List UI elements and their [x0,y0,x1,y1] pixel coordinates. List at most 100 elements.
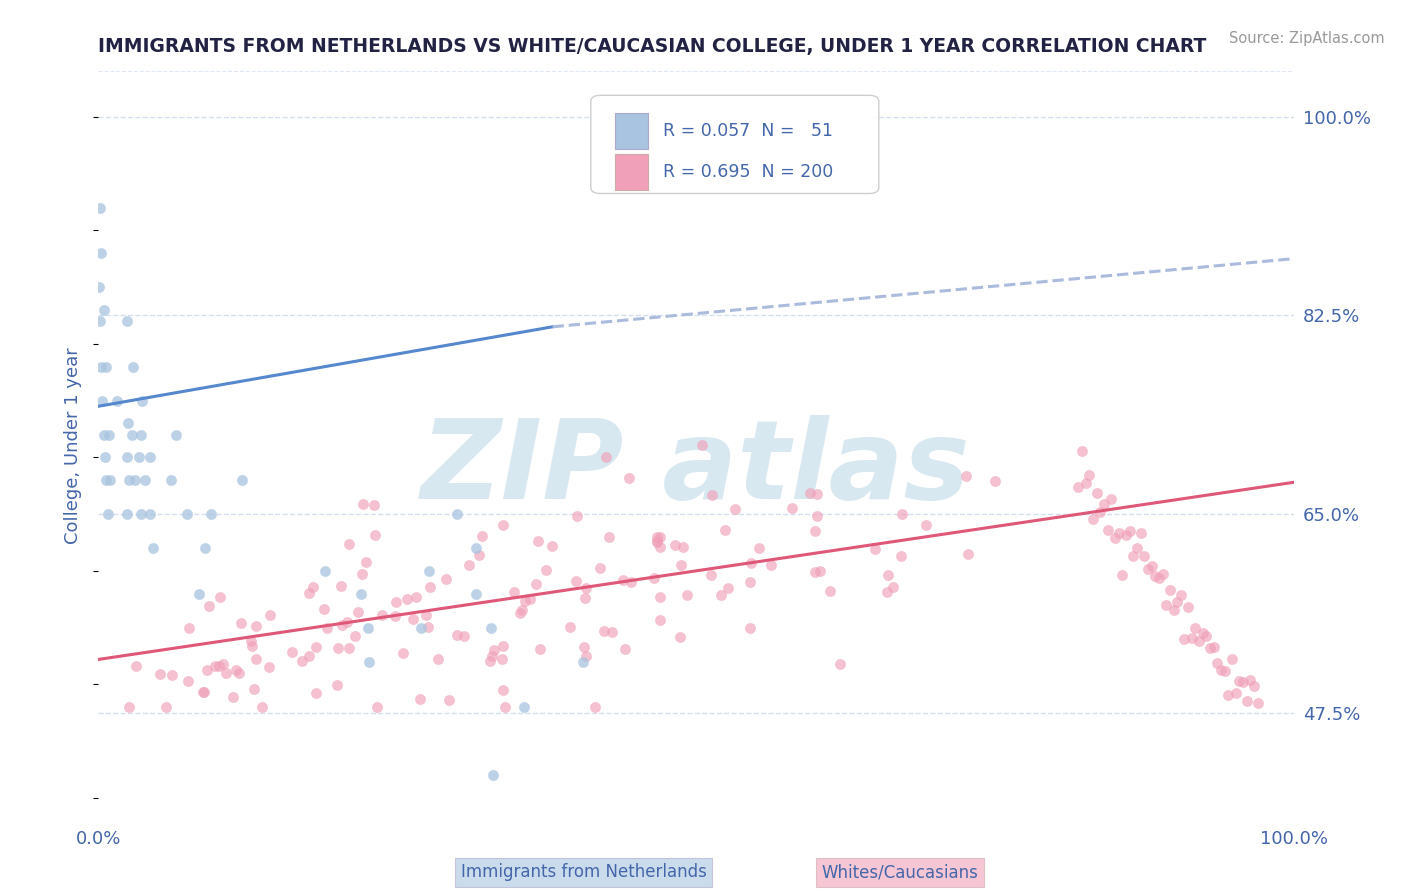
Point [782,500,804,515]
Point [468,548,491,562]
Point [336,615,359,629]
Point [316,620,339,634]
Point [250,700,273,714]
Point [159,473,181,487]
Point [560,619,582,633]
Point [1239,673,1261,687]
Point [352,497,374,511]
Point [863,541,886,556]
Point [124,473,146,487]
Point [613,642,636,657]
Bar [614,153,648,190]
Point [385,595,408,609]
Point [1191,626,1213,640]
Point [305,685,328,699]
Point [571,655,593,669]
Text: IMMIGRANTS FROM NETHERLANDS VS WHITE/CAUCASIAN COLLEGE, UNDER 1 YEAR CORRELATION: IMMIGRANTS FROM NETHERLANDS VS WHITE/CAU… [98,37,1206,56]
Point [98,473,121,487]
Point [479,621,502,635]
Point [437,693,460,707]
Point [122,359,145,374]
Point [589,561,612,575]
Point [242,640,264,654]
Point [337,641,360,656]
Point [401,612,423,626]
Point [484,643,506,657]
Point [513,700,536,714]
Point [481,768,505,782]
Point [491,652,513,666]
Point [1227,674,1250,689]
Point [115,450,138,465]
Point [1090,505,1112,519]
Point [619,471,641,485]
Point [574,591,596,605]
Point [94,359,117,374]
Point [465,541,488,556]
Point [177,621,200,635]
Point [90,246,112,260]
Point [326,640,349,655]
Point [446,628,468,642]
Point [583,700,606,714]
Point [315,564,337,578]
Point [434,572,457,586]
Point [384,609,406,624]
Point [128,450,150,465]
Point [1177,599,1199,614]
Point [891,508,914,522]
Point [1209,663,1232,677]
Point [209,591,232,605]
Point [115,314,138,328]
Point [305,640,328,654]
Point [692,438,714,452]
Point [1085,486,1108,500]
Point [740,622,762,636]
Point [138,507,160,521]
Point [363,498,385,512]
Point [343,629,366,643]
Point [1218,688,1240,702]
Point [371,607,394,622]
Point [702,488,724,502]
Point [391,647,413,661]
Point [519,592,541,607]
Point [350,586,373,600]
Point [457,558,479,572]
Point [352,566,374,581]
Point [492,682,515,697]
Point [828,657,851,671]
Point [187,586,209,600]
Point [984,474,1007,488]
Point [471,529,494,543]
Point [529,642,551,657]
Point [541,539,564,553]
Point [356,621,378,635]
Point [1232,674,1254,689]
Point [131,393,153,408]
Point [298,585,321,599]
Point [595,450,617,464]
Point [155,700,177,714]
Point [117,417,139,431]
Point [1166,595,1188,609]
Point [890,549,912,564]
Point [575,648,598,663]
Point [672,540,695,554]
Point [1173,632,1195,646]
Point [1147,571,1170,585]
Point [228,665,250,680]
Point [411,621,433,635]
Point [664,538,686,552]
Point [142,541,165,556]
Point [131,427,153,442]
Point [650,540,672,554]
Point [818,583,841,598]
Point [90,359,112,374]
Point [418,564,440,578]
Point [395,592,418,607]
Point [1236,694,1258,708]
Point [129,507,152,521]
Point [620,574,643,589]
Point [197,599,219,613]
